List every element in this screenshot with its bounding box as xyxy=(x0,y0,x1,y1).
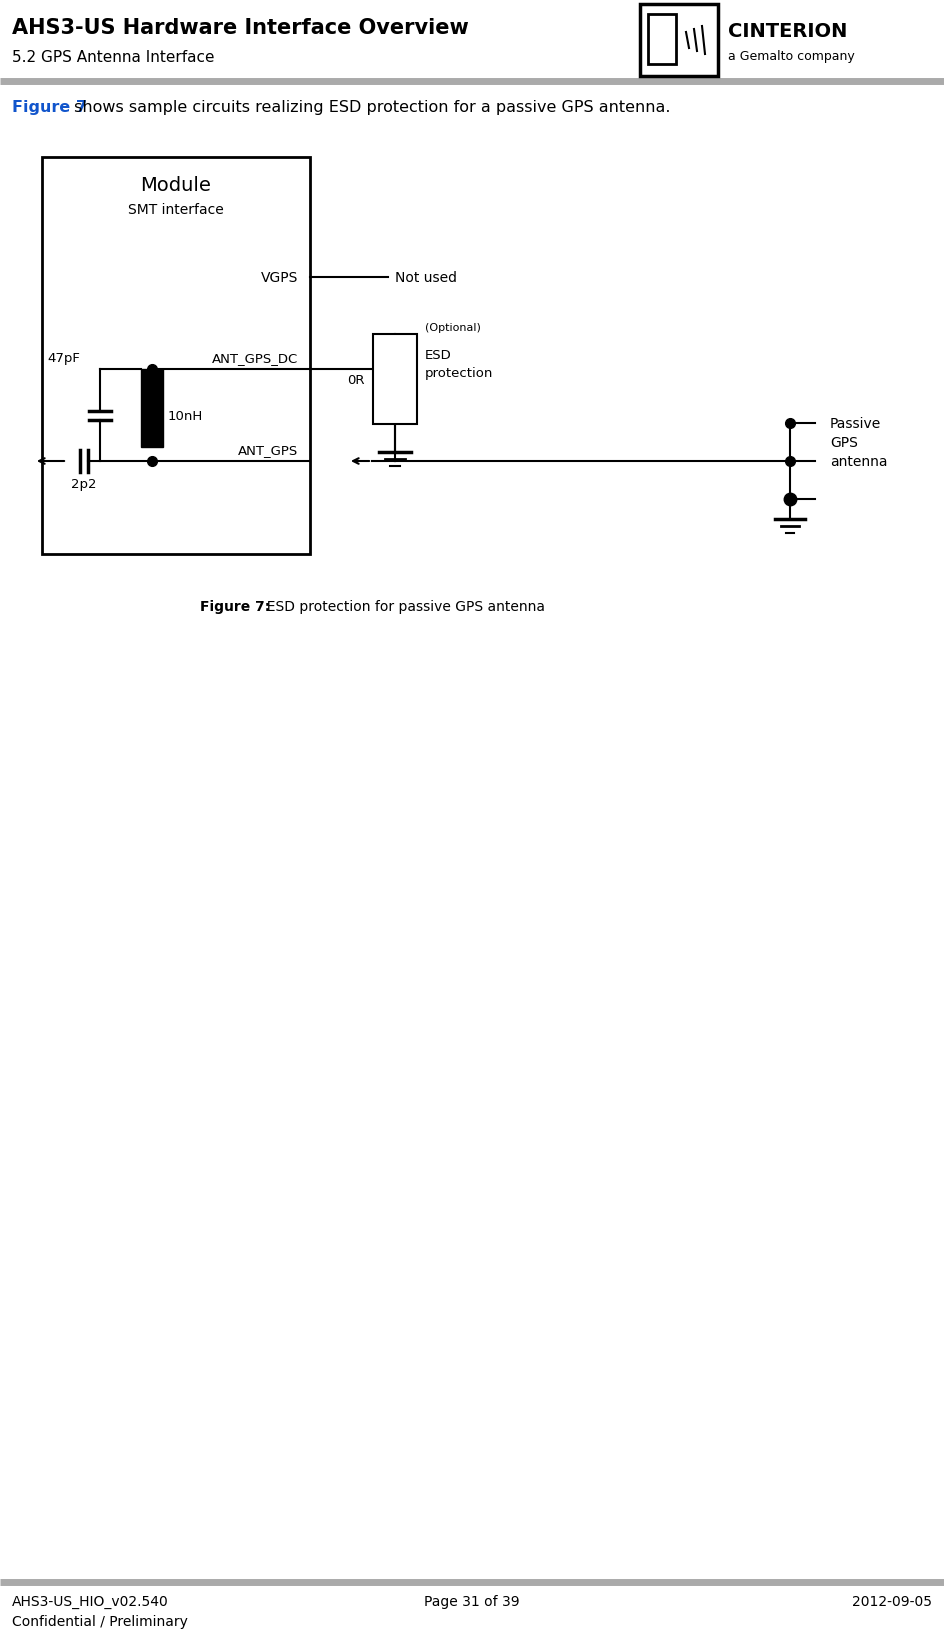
Text: CINTERION: CINTERION xyxy=(728,21,848,41)
Text: a Gemalto company: a Gemalto company xyxy=(728,49,854,62)
Text: 0R: 0R xyxy=(347,374,365,387)
Text: Passive
GPS
antenna: Passive GPS antenna xyxy=(830,416,887,469)
Text: 2p2: 2p2 xyxy=(71,477,96,490)
Text: ANT_GPS_DC: ANT_GPS_DC xyxy=(211,352,298,365)
Text: ANT_GPS: ANT_GPS xyxy=(238,444,298,457)
Text: ESD protection for passive GPS antenna: ESD protection for passive GPS antenna xyxy=(258,600,545,613)
Text: Figure 7: Figure 7 xyxy=(12,100,87,115)
Bar xyxy=(42,157,310,554)
Text: SMT interface: SMT interface xyxy=(128,203,224,216)
Bar xyxy=(648,15,676,66)
Text: Module: Module xyxy=(141,175,211,195)
Text: AHS3-US Hardware Interface Overview: AHS3-US Hardware Interface Overview xyxy=(12,18,469,38)
Text: 2012-09-05: 2012-09-05 xyxy=(852,1595,932,1608)
Text: protection: protection xyxy=(425,367,494,380)
Text: 10nH: 10nH xyxy=(168,410,203,423)
Bar xyxy=(141,370,163,447)
Text: AHS3-US_HIO_v02.540: AHS3-US_HIO_v02.540 xyxy=(12,1595,169,1608)
Text: 47pF: 47pF xyxy=(47,352,80,365)
Text: 5.2 GPS Antenna Interface: 5.2 GPS Antenna Interface xyxy=(12,49,214,66)
Bar xyxy=(640,5,718,77)
Text: Page 31 of 39: Page 31 of 39 xyxy=(424,1595,520,1608)
Text: ESD: ESD xyxy=(425,349,452,362)
Text: VGPS: VGPS xyxy=(261,270,298,285)
Text: shows sample circuits realizing ESD protection for a passive GPS antenna.: shows sample circuits realizing ESD prot… xyxy=(69,100,670,115)
Text: (Optional): (Optional) xyxy=(425,323,480,333)
Text: Not used: Not used xyxy=(395,270,457,285)
Text: Confidential / Preliminary: Confidential / Preliminary xyxy=(12,1614,188,1628)
Text: Figure 7:: Figure 7: xyxy=(200,600,270,613)
Bar xyxy=(373,334,417,425)
